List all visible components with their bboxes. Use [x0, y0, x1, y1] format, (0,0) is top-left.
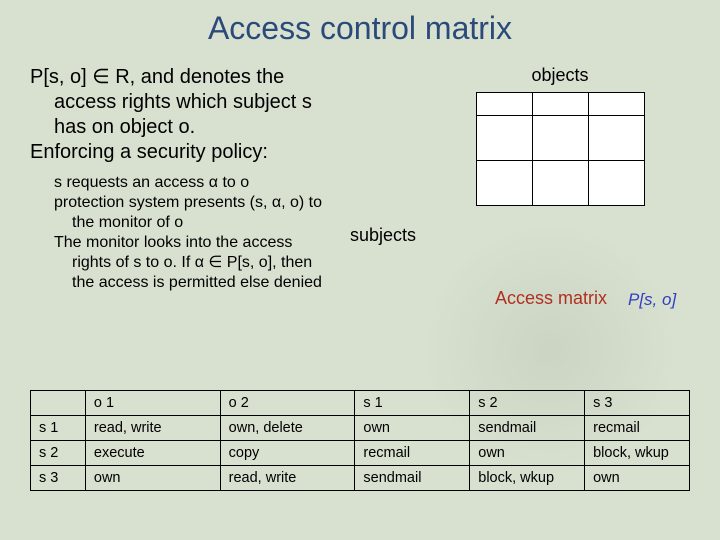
text-column: P[s, o] ∈ R, and denotes the access righ… [30, 65, 420, 293]
table-cell: recmail [355, 441, 470, 466]
main-line-2: access rights which subject s [30, 90, 420, 115]
table-cell: sendmail [355, 466, 470, 491]
table-cell: s 3 [31, 466, 86, 491]
table-header-cell: o 2 [220, 391, 355, 416]
table-header-cell: s 3 [585, 391, 690, 416]
table-cell: own [585, 466, 690, 491]
sub-line-3b: rights of s to o. If α ∈ P[s, o], then [54, 253, 420, 273]
diagram-column: objects [430, 65, 690, 293]
table-cell: block, wkup [585, 441, 690, 466]
page-title: Access control matrix [30, 10, 690, 47]
table-cell: s 1 [31, 416, 86, 441]
mini-matrix-cell [476, 161, 532, 206]
subjects-label: subjects [350, 225, 416, 246]
pso-label: P[s, o] [628, 290, 676, 310]
table-row: s 2executecopyrecmailownblock, wkup [31, 441, 690, 466]
table-cell: execute [85, 441, 220, 466]
main-line-1: P[s, o] ∈ R, and denotes the [30, 66, 284, 88]
table-cell: own [470, 441, 585, 466]
table-cell: read, write [220, 466, 355, 491]
main-line-4: Enforcing a security policy: [30, 141, 268, 163]
table-header-cell: s 2 [470, 391, 585, 416]
mini-matrix-cell [476, 93, 532, 116]
mini-matrix-cell [588, 93, 644, 116]
mini-matrix-cell [532, 161, 588, 206]
slide: Access control matrix P[s, o] ∈ R, and d… [0, 0, 720, 540]
mini-matrix-cell [476, 116, 532, 161]
table-cell: block, wkup [470, 466, 585, 491]
mini-matrix-cell [532, 93, 588, 116]
sub-line-3c: the access is permitted else denied [54, 273, 420, 293]
table-cell: own, delete [220, 416, 355, 441]
access-matrix-label: Access matrix [495, 288, 607, 309]
table-row: s 3ownread, writesendmailblock, wkupown [31, 466, 690, 491]
table-header-cell [31, 391, 86, 416]
mini-matrix-cell [588, 161, 644, 206]
objects-label: objects [430, 65, 690, 86]
table-cell: own [85, 466, 220, 491]
mini-matrix-cell [588, 116, 644, 161]
sub-line-2a: protection system presents (s, α, o) to [54, 194, 322, 211]
upper-region: P[s, o] ∈ R, and denotes the access righ… [30, 65, 690, 293]
main-line-3: has on object o. [30, 115, 420, 140]
table-cell: own [355, 416, 470, 441]
sub-line-3a: The monitor looks into the access [54, 234, 292, 251]
main-paragraph: P[s, o] ∈ R, and denotes the access righ… [30, 65, 420, 165]
table-cell: s 2 [31, 441, 86, 466]
table-cell: read, write [85, 416, 220, 441]
access-rights-table: o 1o 2s 1s 2s 3s 1read, writeown, delete… [30, 390, 690, 491]
table-header-cell: o 1 [85, 391, 220, 416]
mini-access-matrix [476, 92, 645, 206]
table-cell: sendmail [470, 416, 585, 441]
table-header-cell: s 1 [355, 391, 470, 416]
table-cell: recmail [585, 416, 690, 441]
table-cell: copy [220, 441, 355, 466]
mini-matrix-cell [532, 116, 588, 161]
table-row: s 1read, writeown, deleteownsendmailrecm… [31, 416, 690, 441]
sub-line-1: s requests an access α to o [54, 174, 249, 191]
